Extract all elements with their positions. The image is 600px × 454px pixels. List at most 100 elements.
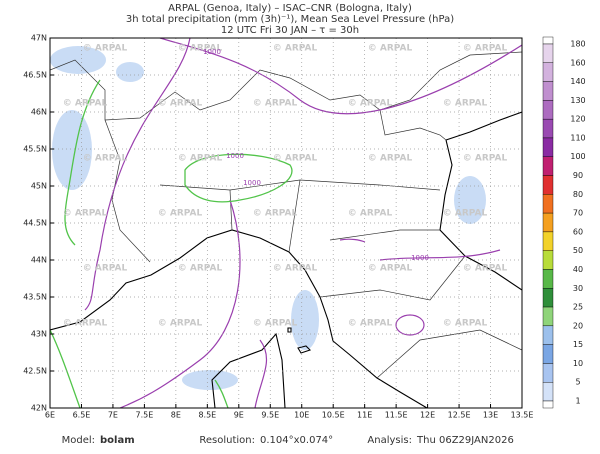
colorbar-bin bbox=[542, 175, 554, 195]
colorbar-label: 140 bbox=[570, 77, 585, 86]
colorbar-label: 5 bbox=[575, 378, 580, 387]
isobar bbox=[159, 38, 522, 115]
isobar bbox=[395, 314, 425, 336]
lon-label: 8E bbox=[171, 411, 181, 420]
precip-areas bbox=[50, 46, 486, 390]
border bbox=[379, 109, 447, 141]
watermark: © ARPAL bbox=[158, 209, 203, 219]
watermark: © ARPAL bbox=[63, 99, 108, 109]
isobar bbox=[339, 238, 366, 243]
colorbar-label: 30 bbox=[573, 284, 583, 293]
header-line: 12 UTC Fri 30 JAN – τ = 30h bbox=[221, 25, 359, 36]
colorbar: 1801601401301201101009080706050403025201… bbox=[542, 36, 586, 409]
watermark: © ARPAL bbox=[463, 264, 508, 274]
footer-resolution: 0.104°x0.074° bbox=[260, 435, 333, 446]
region-border bbox=[319, 255, 522, 379]
borders bbox=[50, 51, 522, 379]
graticule bbox=[50, 38, 522, 408]
footer-analysis-label: Analysis: bbox=[367, 435, 412, 446]
colorbar-label: 120 bbox=[570, 115, 585, 124]
lon-label: 13.5E bbox=[511, 411, 534, 420]
watermark: © ARPAL bbox=[443, 209, 488, 219]
header: ARPAL (Genoa, Italy) – ISAC–CNR (Bologna… bbox=[126, 3, 454, 36]
lon-label: 6E bbox=[45, 411, 55, 420]
lat-label: 47N bbox=[31, 34, 47, 43]
axes: 47N 46.5N 46N 45.5N 45N 44.5N 44N 43.5N 43N 42.5N… bbox=[23, 34, 533, 420]
isobar-label: 1000 bbox=[411, 254, 429, 262]
lon-label: 7.5E bbox=[136, 411, 154, 420]
colorbar-label: 130 bbox=[570, 96, 585, 105]
watermark: © ARPAL bbox=[443, 319, 488, 329]
watermark: © ARPAL bbox=[83, 44, 128, 54]
lon-label: 7E bbox=[108, 411, 118, 420]
colorbar-label: 70 bbox=[573, 209, 583, 218]
colorbar-bin bbox=[542, 62, 554, 82]
lat-label: 42N bbox=[31, 404, 47, 413]
coast bbox=[50, 229, 428, 408]
lon-label: 9.5E bbox=[261, 411, 279, 420]
lat-label: 45N bbox=[31, 182, 47, 191]
colorbar-bin bbox=[542, 288, 554, 308]
colorbar-bin bbox=[542, 269, 554, 289]
colorbar-label: 180 bbox=[570, 40, 585, 49]
precip bbox=[454, 176, 486, 224]
colorbar-label: 160 bbox=[570, 58, 585, 67]
coast bbox=[445, 111, 522, 141]
precip-contours bbox=[50, 79, 293, 408]
colorbar-label: 10 bbox=[573, 359, 583, 368]
contour bbox=[184, 153, 293, 203]
capraia bbox=[287, 327, 292, 333]
colorbar-bin bbox=[542, 118, 554, 139]
colorbar-bin bbox=[542, 325, 554, 345]
lon-label: 11E bbox=[357, 411, 372, 420]
contour bbox=[64, 79, 101, 246]
colorbar-label: 80 bbox=[573, 190, 583, 199]
colorbar-bin bbox=[542, 43, 554, 63]
watermark: © ARPAL bbox=[273, 264, 318, 274]
watermark: © ARPAL bbox=[463, 154, 508, 164]
watermark: © ARPAL bbox=[63, 319, 108, 329]
colorbar-bin bbox=[542, 250, 554, 270]
watermark: © ARPAL bbox=[83, 264, 128, 274]
colorbar-label: 90 bbox=[573, 171, 583, 180]
colorbar-bin bbox=[542, 194, 554, 214]
lat-label: 46.5N bbox=[23, 71, 47, 80]
colorbar-bin bbox=[542, 81, 554, 101]
footer-model: bolam bbox=[100, 435, 135, 446]
region-border bbox=[229, 179, 440, 253]
precip bbox=[182, 370, 238, 390]
precip bbox=[116, 62, 144, 82]
footer: Model: bolam Resolution: 0.104°x0.074° Analy… bbox=[62, 435, 514, 446]
lon-label: 12E bbox=[420, 411, 435, 420]
colorbar-label: 100 bbox=[570, 152, 585, 161]
watermark: © ARPAL bbox=[253, 209, 298, 219]
watermark: © ARPAL bbox=[83, 154, 128, 164]
colorbar-bin bbox=[542, 363, 554, 383]
precip bbox=[52, 110, 92, 190]
watermark: © ARPAL bbox=[368, 264, 413, 274]
footer-model-label: Model: bbox=[62, 435, 95, 446]
watermark: © ARPAL bbox=[348, 99, 393, 109]
colorbar-label: 15 bbox=[573, 340, 583, 349]
watermark: © ARPAL bbox=[348, 209, 393, 219]
lon-label: 9E bbox=[234, 411, 244, 420]
watermark: © ARPAL bbox=[178, 44, 223, 54]
isobars bbox=[84, 38, 522, 408]
watermark: © ARPAL bbox=[158, 319, 203, 329]
colorbar-bin bbox=[542, 400, 554, 409]
watermark: © ARPAL bbox=[253, 319, 298, 329]
isobar bbox=[379, 249, 501, 261]
isobar-label: 1000 bbox=[226, 152, 244, 160]
watermarks: © ARPAL © ARPAL © ARPAL © ARPAL © ARPAL © ARP… bbox=[63, 44, 508, 329]
precip bbox=[50, 46, 106, 74]
isobar-label: 1000 bbox=[243, 179, 261, 187]
lat-label: 44N bbox=[31, 256, 47, 265]
corsica bbox=[211, 332, 286, 408]
header-line: ARPAL (Genoa, Italy) – ISAC–CNR (Bologna… bbox=[168, 3, 412, 14]
watermark: © ARPAL bbox=[158, 99, 203, 109]
footer-resolution-label: Resolution: bbox=[199, 435, 255, 446]
isobar-label: 1000 bbox=[203, 48, 221, 56]
lon-label: 11.5E bbox=[385, 411, 408, 420]
lon-label: 10.5E bbox=[322, 411, 345, 420]
border bbox=[50, 59, 151, 263]
